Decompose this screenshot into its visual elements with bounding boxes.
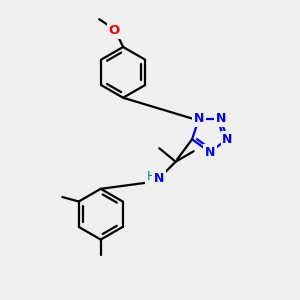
Text: N: N — [222, 133, 232, 146]
Text: H: H — [147, 170, 157, 183]
Text: N: N — [215, 112, 226, 125]
Text: N: N — [154, 172, 164, 184]
Text: O: O — [109, 24, 120, 37]
Text: N: N — [205, 146, 215, 159]
Text: N: N — [194, 112, 204, 125]
